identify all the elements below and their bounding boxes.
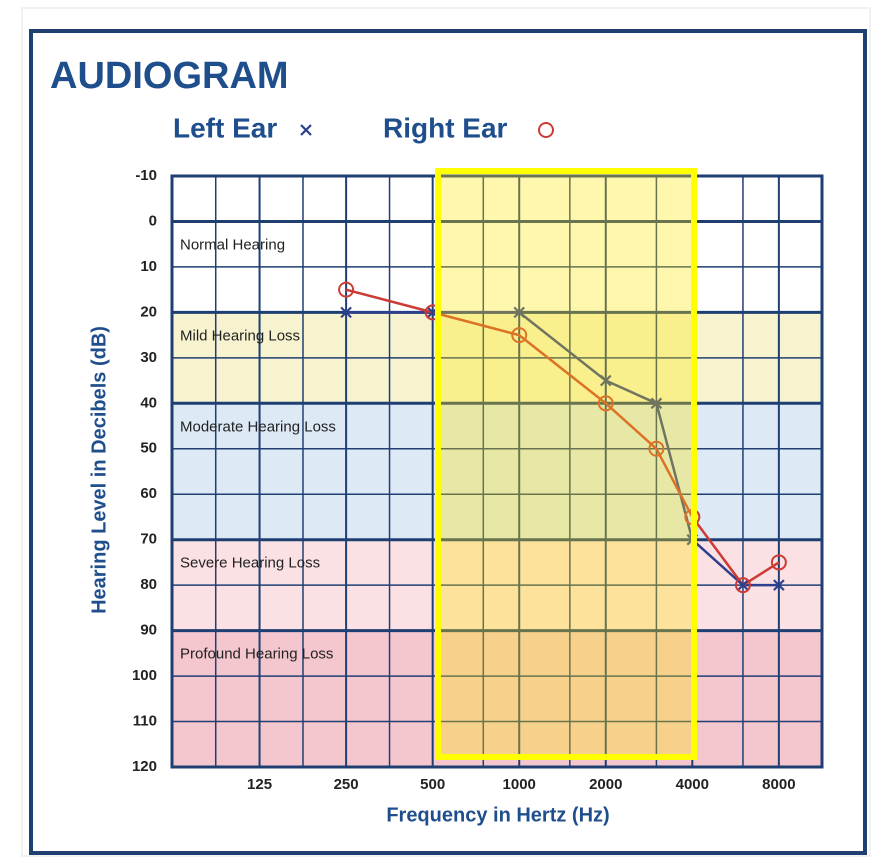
x-tick-label: 8000 bbox=[762, 776, 795, 793]
marker-x bbox=[737, 579, 749, 591]
marker-circle bbox=[597, 395, 614, 412]
y-tick-label: 110 bbox=[133, 713, 157, 730]
plot-area: Normal Hearing Mild Hearing Loss Moderate … bbox=[172, 175, 822, 769]
x-tick-label: 125 bbox=[247, 776, 272, 793]
y-tick-label: 30 bbox=[140, 349, 157, 366]
x-tick-label: 500 bbox=[420, 776, 445, 793]
y-tick-label: 50 bbox=[140, 440, 157, 457]
y-tick-label: 60 bbox=[140, 485, 157, 502]
series-line bbox=[345, 288, 780, 587]
y-tick-label: 90 bbox=[140, 622, 157, 639]
marker-x bbox=[300, 124, 312, 136]
y-tick-label: -10 bbox=[135, 167, 157, 184]
band-label: Profound Hearing Loss bbox=[180, 646, 333, 663]
marker-circle bbox=[338, 281, 355, 298]
marker-stroke bbox=[737, 579, 749, 591]
highlight-box bbox=[435, 168, 697, 760]
y-tick-label: 20 bbox=[140, 303, 157, 320]
chart-title: AUDIOGRAM bbox=[50, 55, 289, 97]
marker-stroke bbox=[300, 124, 312, 136]
marker-circle bbox=[734, 577, 751, 594]
marker-circle bbox=[511, 327, 528, 344]
marker-stroke bbox=[513, 306, 525, 319]
legend-label: Right Ear bbox=[383, 112, 508, 143]
marker-circle bbox=[770, 554, 787, 571]
band-label: Severe Hearing Loss bbox=[180, 555, 320, 572]
marker-x bbox=[773, 579, 785, 591]
legend-label: Left Ear bbox=[173, 112, 277, 143]
marker-circle bbox=[538, 122, 554, 138]
y-tick-label: 70 bbox=[140, 531, 157, 548]
band bbox=[172, 630, 822, 767]
y-tick-label: 40 bbox=[140, 394, 157, 411]
band-label: Moderate Hearing Loss bbox=[180, 418, 336, 435]
marker-circle bbox=[648, 440, 665, 457]
band bbox=[172, 403, 822, 540]
y-tick-label: 80 bbox=[140, 576, 157, 593]
y-axis-title: Hearing Level in Decibels (dB) bbox=[88, 326, 110, 614]
band-label: Normal Hearing bbox=[180, 236, 285, 253]
x-tick-label: 4000 bbox=[676, 776, 709, 793]
marker-x bbox=[599, 374, 612, 387]
y-tick-label: 0 bbox=[149, 212, 157, 229]
marker-x bbox=[513, 306, 525, 319]
marker-stroke bbox=[773, 579, 785, 591]
y-tick-label: 10 bbox=[140, 258, 157, 275]
x-tick-label: 1000 bbox=[503, 776, 536, 793]
x-tick-label: 250 bbox=[334, 776, 359, 793]
plot-border bbox=[170, 174, 824, 769]
marker-stroke bbox=[340, 306, 352, 319]
x-axis-title: Frequency in Hertz (Hz) bbox=[386, 804, 609, 826]
x-tick-label: 2000 bbox=[589, 776, 622, 793]
y-tick-label: 120 bbox=[132, 758, 157, 775]
band-label: Mild Hearing Loss bbox=[180, 327, 300, 344]
series-line bbox=[346, 311, 779, 587]
y-tick-label: 100 bbox=[132, 667, 157, 684]
marker-stroke bbox=[599, 374, 612, 387]
overlay bbox=[170, 168, 824, 769]
marker-x bbox=[650, 397, 663, 410]
marker-x bbox=[340, 306, 352, 319]
marker-stroke bbox=[650, 397, 663, 410]
